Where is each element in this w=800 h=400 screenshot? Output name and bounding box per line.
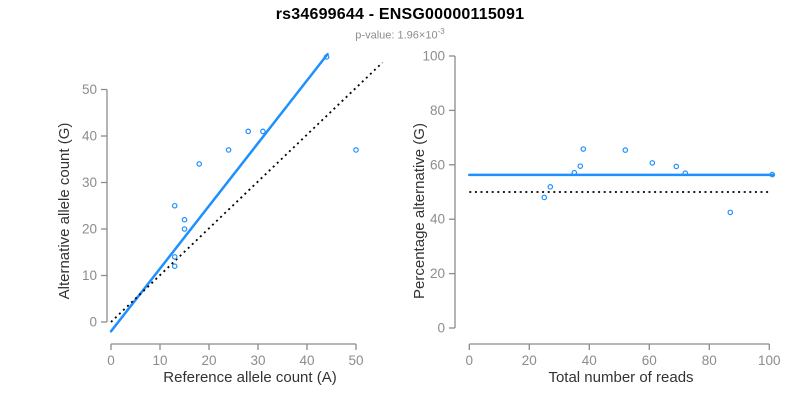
data-point [547,184,554,190]
x-tick-label: 0 [107,353,115,368]
data-point [171,202,178,209]
p-value-exponent: -3 [437,27,445,36]
data-point [673,163,680,170]
x-tick-label: 40 [582,353,597,368]
x-tick-label: 0 [466,353,474,368]
data-point [181,226,188,232]
data-point [245,128,252,135]
data-point [727,209,734,216]
y-tick-label: 100 [422,49,445,64]
y-tick-label: 0 [89,315,97,330]
x-tick-label: 20 [201,353,216,368]
identity-line [110,61,384,323]
left-data-points [171,54,359,270]
right-y-axis-title: Percentage alternative (G) [411,123,428,299]
left-axes: 0 10 20 30 40 50 0 10 20 30 40 50 [82,82,364,368]
p-value-text: p-value: 1.96×10 [355,29,438,42]
x-tick-label: 100 [758,353,781,368]
x-tick-label: 80 [702,353,717,368]
y-tick-label: 50 [82,82,97,97]
right-axes: 0 20 40 60 80 100 0 20 40 60 80 100 [422,49,780,369]
left-x-axis-title: Reference allele count (A) [163,369,336,386]
right-trend-lines [468,173,775,193]
y-tick-label: 20 [430,266,445,281]
left-scatter-plot: 0 10 20 30 40 50 0 10 20 30 40 50 Reference allele … [56,52,384,386]
x-tick-label: 50 [348,353,363,368]
y-tick-label: 40 [430,212,445,227]
right-data-points [541,146,776,216]
data-point [580,146,587,152]
data-point [260,128,266,135]
fit-line [109,52,329,333]
y-tick-label: 0 [437,321,445,336]
data-point [541,194,548,201]
right-scatter-plot: 0 20 40 60 80 100 0 20 40 60 80 100 Total number of… [411,49,781,387]
y-tick-label: 40 [82,129,97,144]
right-x-axis-title: Total number of reads [548,369,693,386]
figure-title: rs34699644 - ENSG00000115091 [275,6,525,23]
x-tick-label: 10 [152,353,167,368]
data-point [682,170,689,177]
data-point [649,160,656,166]
y-tick-label: 20 [82,222,97,237]
data-point [323,54,330,60]
y-tick-label: 30 [82,175,97,190]
data-point [181,216,188,223]
x-tick-label: 30 [250,353,265,368]
figure-subtitle: p-value: 1.96×10-3 [0,27,800,42]
y-tick-label: 60 [430,157,445,172]
y-tick-label: 10 [82,268,97,283]
data-point [171,254,178,260]
data-point [353,147,359,153]
x-tick-label: 60 [642,353,657,368]
data-point [171,263,178,270]
data-point [225,147,232,153]
data-point [571,169,578,176]
data-point [622,147,629,153]
x-tick-label: 40 [299,353,314,368]
figure-header: rs34699644 - ENSG00000115091 p-value: 1.… [0,0,800,42]
y-tick-label: 80 [430,103,445,118]
data-point [196,161,203,167]
data-point [577,163,584,169]
data-point [769,171,776,178]
x-tick-label: 20 [522,353,537,368]
left-trend-lines [109,52,384,333]
left-y-axis-title: Alternative allele count (G) [56,123,73,300]
